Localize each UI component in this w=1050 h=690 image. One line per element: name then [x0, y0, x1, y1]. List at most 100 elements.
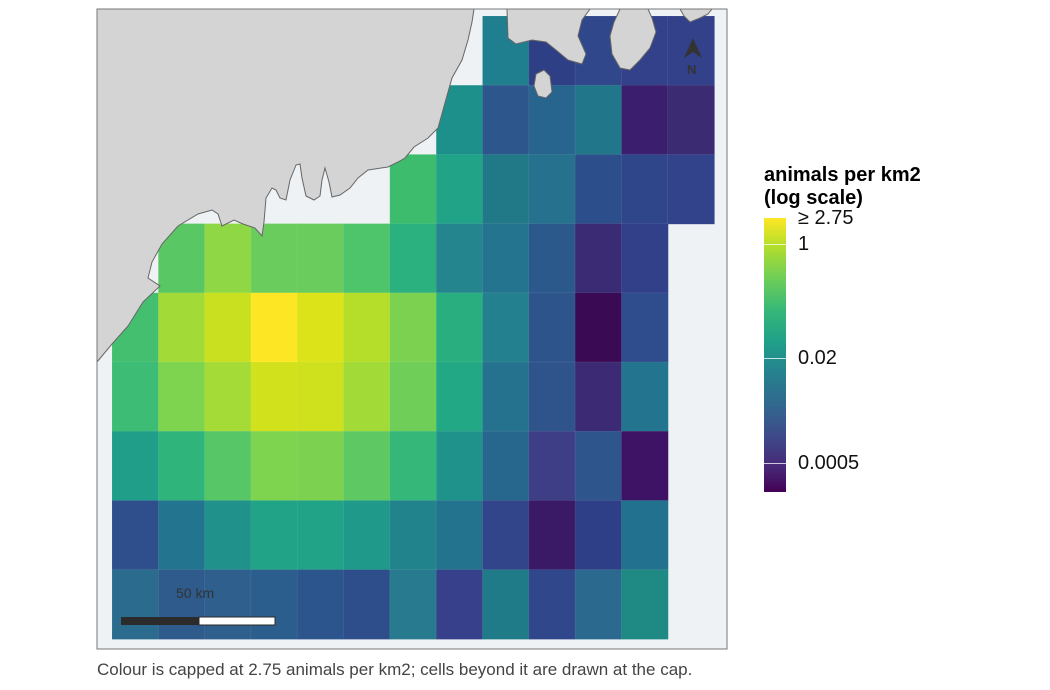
- grid-cell: [574, 223, 623, 294]
- grid-cell: [343, 430, 391, 502]
- grid-cell: [621, 569, 669, 640]
- land-northeast-2: [609, 8, 657, 71]
- legend-title: animals per km2 (log scale): [764, 164, 1024, 210]
- grid-cell: [528, 430, 576, 502]
- grid-cell: [158, 500, 206, 571]
- grid-cell: [482, 292, 530, 363]
- grid-cell: [250, 569, 299, 640]
- grid-cell: [296, 223, 345, 294]
- legend-break-label: 0.02: [798, 346, 837, 369]
- north-arrow-icon: [684, 38, 702, 58]
- land-island: [533, 69, 553, 99]
- grid-cell: [621, 154, 669, 225]
- grid-cell: [111, 569, 160, 640]
- grid-cell: [667, 154, 715, 225]
- grid-cell: [574, 430, 623, 502]
- grid-cell: [111, 430, 160, 502]
- grid-cell: [343, 500, 391, 571]
- grid-cell: [528, 500, 576, 571]
- grid-cell: [111, 500, 160, 571]
- grid-cell: [528, 84, 576, 156]
- legend-tick: [764, 357, 786, 359]
- grid-cell: [435, 430, 484, 502]
- grid-cell: [435, 223, 484, 294]
- legend-title-line2: (log scale): [764, 187, 863, 209]
- grid-cell: [621, 84, 669, 156]
- grid-cell: [296, 569, 345, 640]
- grid-cell: [158, 361, 206, 433]
- legend-break-label: 1: [798, 233, 810, 256]
- grid-cell: [667, 84, 715, 156]
- legend-colorbar: [764, 218, 786, 492]
- legend-break-label: 0.0005: [798, 452, 860, 475]
- grid-cell: [343, 361, 391, 433]
- grid-cell: [482, 361, 530, 433]
- grid-cell: [574, 154, 623, 225]
- grid-cell: [621, 361, 669, 433]
- grid-cell: [482, 154, 530, 225]
- grid-cell: [528, 569, 576, 640]
- grid-cell: [621, 430, 669, 502]
- grid-cell: [482, 569, 530, 640]
- caption: Colour is capped at 2.75 animals per km2…: [97, 660, 693, 679]
- grid-cell: [528, 154, 576, 225]
- grid-cell: [389, 500, 437, 571]
- grid-cell: [250, 361, 299, 433]
- grid-cell: [574, 361, 623, 433]
- grid-cell: [343, 569, 391, 640]
- grid-cell: [111, 361, 160, 433]
- map-border: [96, 8, 728, 650]
- grid-cell: [621, 500, 669, 571]
- grid-cell: [389, 430, 437, 502]
- grid-cell: [204, 361, 252, 433]
- grid-cell: [204, 223, 252, 294]
- grid-cell: [204, 500, 252, 571]
- grid-cell: [482, 430, 530, 502]
- coastline-land: [96, 8, 475, 364]
- grid-cell: [158, 569, 206, 640]
- grid-cell: [204, 430, 252, 502]
- grid-cell: [250, 500, 299, 571]
- grid-cell: [482, 223, 530, 294]
- grid-cell: [204, 569, 252, 640]
- scale-bar: 50 km: [121, 585, 276, 626]
- grid-cell: [250, 430, 299, 502]
- legend-title-line1: animals per km2: [764, 164, 921, 186]
- density-grid: [111, 15, 715, 640]
- grid-cell: [296, 430, 345, 502]
- grid-cell: [482, 500, 530, 571]
- grid-cell: [296, 292, 345, 363]
- grid-cell: [435, 569, 484, 640]
- legend-break-label: ≥ 2.75: [798, 207, 854, 229]
- legend-tick: [764, 244, 786, 246]
- grid-cell: [250, 223, 299, 294]
- grid-cell: [389, 361, 437, 433]
- grid-cell: [296, 361, 345, 433]
- grid-cell: [435, 500, 484, 571]
- grid-cell: [621, 223, 669, 294]
- grid-cell: [482, 84, 530, 156]
- legend-body: ≥ 2.75 1 0.02 0.0005: [764, 207, 1024, 500]
- grid-cell: [528, 223, 576, 294]
- grid-cell: [343, 292, 391, 363]
- grid-cell: [389, 569, 437, 640]
- grid-cell: [389, 292, 437, 363]
- grid-cell: [574, 84, 623, 156]
- grid-cell: [435, 292, 484, 363]
- land-northeast-1: [506, 8, 591, 65]
- grid-cell: [158, 430, 206, 502]
- grid-cell: [528, 292, 576, 363]
- legend: animals per km2 (log scale) ≥ 2.75 1 0.02 0…: [764, 164, 1024, 500]
- legend-tick: [764, 463, 786, 465]
- grid-cell: [343, 223, 391, 294]
- grid-cell: [528, 361, 576, 433]
- grid-cell: [250, 292, 299, 363]
- grid-cell: [621, 292, 669, 363]
- grid-cell: [574, 569, 623, 640]
- scale-bar-light-segment: [198, 616, 276, 626]
- grid-cell: [204, 292, 252, 363]
- grid-cell: [435, 361, 484, 433]
- grid-cell: [158, 292, 206, 363]
- grid-cell: [574, 500, 623, 571]
